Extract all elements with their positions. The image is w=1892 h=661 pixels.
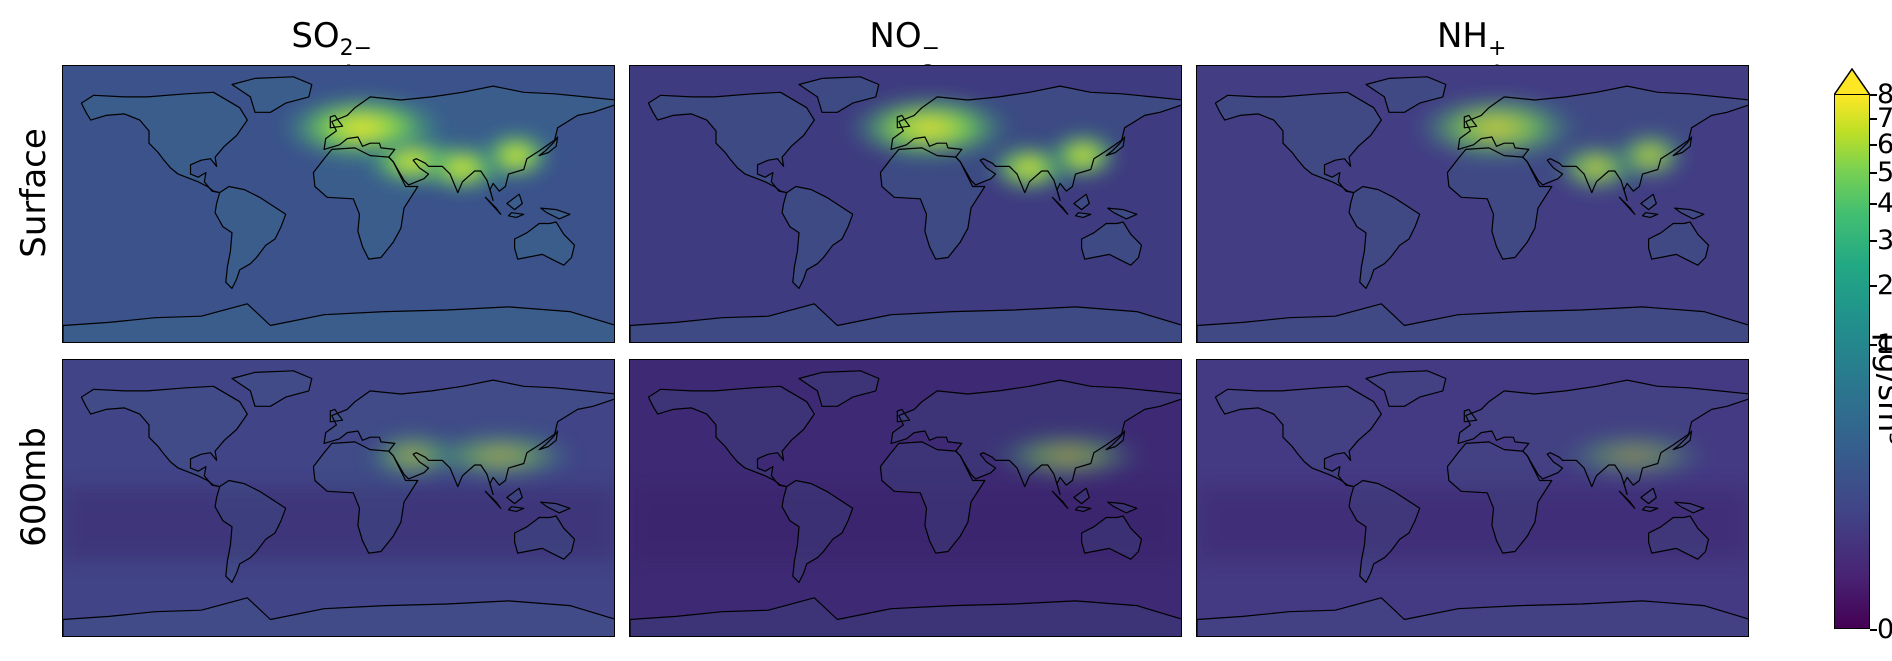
map-panel-600mb-no3 — [629, 359, 1182, 637]
colorbar-tick-label: 8 — [1877, 79, 1892, 110]
colorbar-tick-mark — [1870, 144, 1877, 146]
world-map — [63, 360, 614, 636]
map-panel-surface-nh4 — [1196, 65, 1749, 343]
map-panel-600mb-nh4 — [1196, 359, 1749, 637]
world-map — [1197, 66, 1748, 342]
colorbar-tick-label: 4 — [1877, 188, 1892, 219]
world-map — [63, 66, 614, 342]
map-panel-600mb-so4 — [62, 359, 615, 637]
column-title-nh4: NH+4 — [1437, 16, 1507, 87]
column-title-no3: NO−3 — [869, 16, 941, 87]
colorbar-tick-label: 2 — [1877, 270, 1892, 301]
world-map — [630, 360, 1181, 636]
colorbar-tick-mark — [1870, 94, 1877, 96]
colorbar-tick-mark — [1870, 203, 1877, 205]
colorbar-tick-mark — [1870, 285, 1877, 287]
colorbar-tick-mark — [1870, 118, 1877, 120]
row-label-600mb: 600mb — [14, 427, 54, 547]
row-label-surface: Surface — [14, 128, 54, 258]
colorbar — [1834, 94, 1870, 629]
colorbar-tick-label: 5 — [1877, 157, 1892, 188]
colorbar-tick-mark — [1870, 172, 1877, 174]
column-title-so4: SO2−4 — [291, 16, 373, 87]
colorbar-tick-label: 6 — [1877, 129, 1892, 160]
world-map — [1197, 360, 1748, 636]
colorbar-tick-mark — [1870, 344, 1877, 346]
colorbar-extend-arrow — [1834, 68, 1870, 95]
colorbar-label: μg/sm³ — [1871, 332, 1892, 446]
colorbar-tick-label: 1 — [1877, 329, 1892, 360]
map-panel-surface-no3 — [629, 65, 1182, 343]
colorbar-tick-label: 3 — [1877, 225, 1892, 256]
colorbar-tick-mark — [1870, 629, 1877, 631]
colorbar-tick-label: 0 — [1877, 614, 1892, 645]
colorbar-tick-label: 7 — [1877, 103, 1892, 134]
map-panel-surface-so4 — [62, 65, 615, 343]
colorbar-tick-mark — [1870, 240, 1877, 242]
world-map — [630, 66, 1181, 342]
